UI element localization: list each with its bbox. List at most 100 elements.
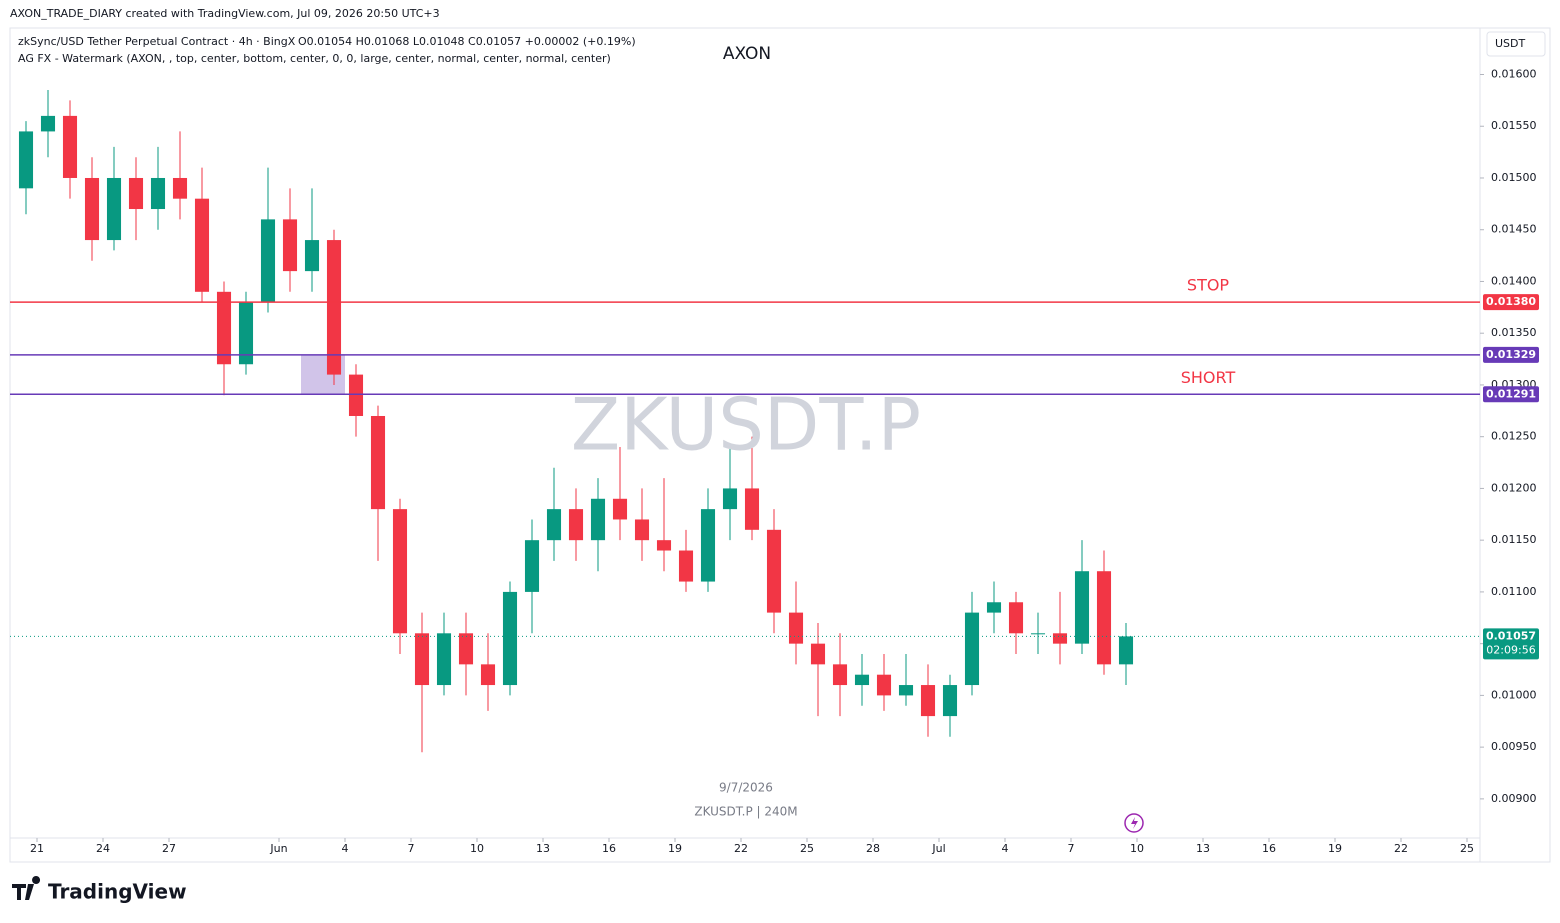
candle-body [722,488,738,510]
candle-body [348,374,364,416]
candle-body [524,540,540,592]
y-tick-label: 0.01550 [1491,119,1537,132]
candle-body [678,550,694,582]
level-name: STOP [1187,276,1230,295]
level-tag-label: 0.01380 [1486,295,1536,308]
level-tag [1483,386,1539,403]
level-name: SHORT [1181,368,1236,387]
candle-body [304,240,320,272]
candle-body [260,219,276,303]
y-tick-label: 0.00950 [1491,740,1537,753]
candle-body [568,509,584,541]
x-tick-label: 13 [1196,842,1210,855]
x-tick-label: 28 [866,842,880,855]
y-tick-label: 0.01200 [1491,481,1537,494]
candle-body [1030,633,1046,635]
event-icon-bolt [1131,817,1138,829]
y-tick-label: 0.01450 [1491,223,1537,236]
watermark-top: AXON [723,44,771,64]
currency[interactable]: USDT [1495,37,1526,50]
candle-body [986,602,1002,613]
event-icon[interactable] [1124,813,1144,833]
candle-body [502,591,518,686]
y-tick-label: 0.01100 [1491,585,1537,598]
x-tick-label: 16 [602,842,616,855]
candle-body [326,240,342,375]
candle-body [1096,571,1112,665]
x-tick-label: 25 [1460,842,1474,855]
candle-body [920,685,936,717]
candle-body [414,633,430,686]
x-tick-label: Jul [931,842,945,855]
y-tick-label: 0.01350 [1491,326,1537,339]
candle-body [282,219,298,272]
watermark-bottom: ZKUSDT.P | 240M [694,805,797,819]
candle-body [458,633,474,665]
candle-body [942,685,958,717]
x-tick-label: 16 [1262,842,1276,855]
candle-body [40,115,56,132]
candle-body [18,131,34,189]
watermark-date: 9/7/2026 [719,781,773,795]
indicator[interactable]: AG FX - Watermark (AXON, , top, center, … [18,52,611,65]
candle-body [84,177,100,241]
candle-body [392,509,408,634]
candle-body [106,177,122,241]
x-tick-label: 19 [668,842,682,855]
level-tag-label: 0.01291 [1486,387,1536,400]
candle-body [238,302,254,365]
level-tag [1483,294,1539,311]
candle-body [612,498,628,520]
x-tick-label: 19 [1328,842,1342,855]
candle-body [62,115,78,178]
candle-body [590,498,606,541]
logo-mark [12,876,41,900]
candle-body [370,415,386,510]
x-tick-label: 24 [96,842,110,855]
credit: AXON_TRADE_DIARY created with TradingVie… [10,7,440,20]
currency-button[interactable] [1486,31,1546,57]
candle-body [964,612,980,686]
y-tick-label: 0.01400 [1491,274,1537,287]
candle-body [436,633,452,686]
x-tick-label: Jun [269,842,287,855]
x-tick-label: 7 [408,842,415,855]
candle-body [1008,602,1024,634]
countdown: 02:09:56 [1486,643,1535,656]
candle-body [810,643,826,665]
candle-body [128,177,144,210]
x-tick-label: 4 [342,842,349,855]
candle-body [766,529,782,613]
x-tick-label: 22 [734,842,748,855]
x-tick-label: 21 [30,842,44,855]
logo: TradingView [48,880,187,904]
candle-body [744,488,760,530]
x-tick-label: 25 [800,842,814,855]
candle-body [854,674,870,686]
y-tick-label: 0.01250 [1491,430,1537,443]
candle-body [832,664,848,686]
x-tick-label: 10 [1130,842,1144,855]
candle-body [1052,633,1068,644]
candle-body [216,291,232,365]
x-tick-label: 7 [1068,842,1075,855]
x-tick-label: 22 [1394,842,1408,855]
y-tick-label: 0.00900 [1491,792,1537,805]
candle-body [634,519,650,541]
y-tick-label: 0.01150 [1491,533,1537,546]
candle-body [480,664,496,686]
x-tick-label: 13 [536,842,550,855]
last-price-tag [1483,628,1539,660]
x-tick-label: 27 [162,842,176,855]
level-tag-label: 0.01329 [1486,348,1536,361]
candle-body [876,674,892,696]
candle-body [1074,571,1090,644]
candle-body [172,177,188,199]
level-tag [1483,346,1539,363]
symbol[interactable]: zkSync/USD Tether Perpetual Contract · 4… [18,35,296,48]
x-tick-label: 4 [1002,842,1009,855]
candle-body [656,540,672,551]
last-price-label: 0.01057 [1486,629,1536,642]
frame [9,27,1551,863]
